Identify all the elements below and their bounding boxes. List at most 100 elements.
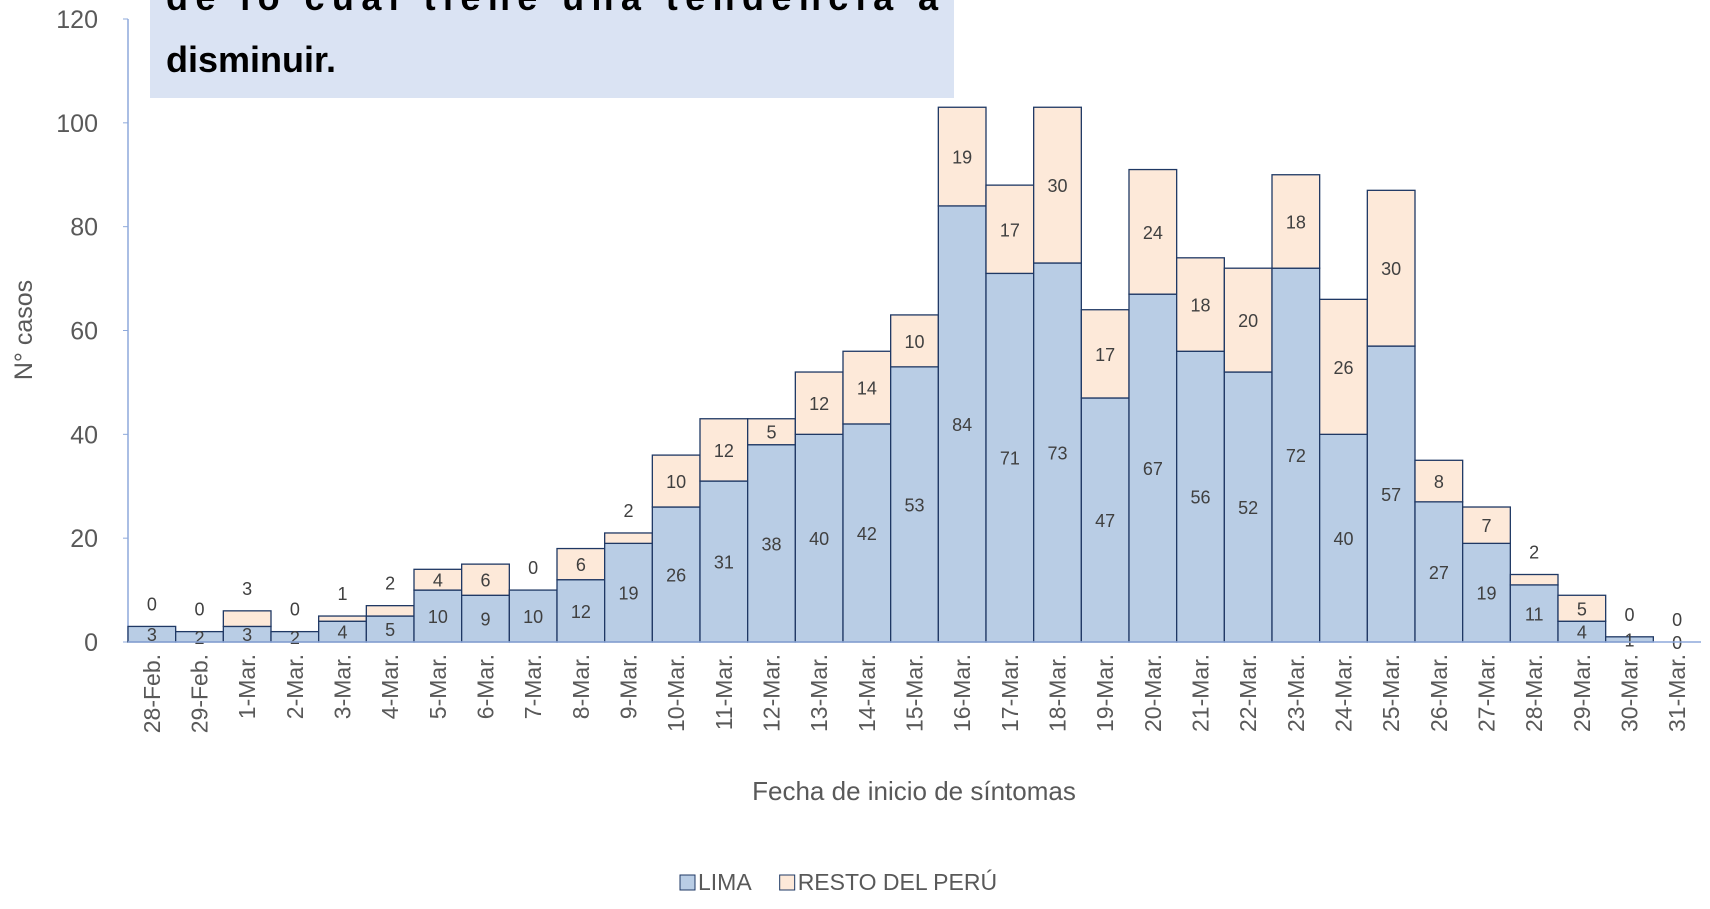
bar-segment: [1033, 106, 1082, 264]
bar-segment: [365, 605, 415, 617]
data-label: 2: [1529, 543, 1539, 563]
bar-segment: [1414, 459, 1464, 503]
x-tick-label: 12-Mar.: [759, 654, 785, 732]
bar-segment: [699, 480, 749, 643]
data-label: 0: [1672, 633, 1682, 653]
data-label: 0: [290, 600, 300, 620]
data-label: 20: [1238, 311, 1258, 331]
bar-segment: [747, 418, 796, 446]
bar-segment: [842, 350, 892, 425]
data-label: 8: [1434, 472, 1444, 492]
x-tick-label: 4-Mar.: [377, 654, 403, 719]
bar-segment: [1080, 309, 1130, 399]
data-label: 12: [571, 602, 591, 622]
data-label: 40: [809, 529, 829, 549]
x-tick-label: 23-Mar.: [1283, 654, 1309, 732]
y-tick-label: 120: [56, 6, 98, 34]
legend-label: RESTO DEL PERÚ: [798, 869, 997, 895]
data-label: 5: [766, 423, 776, 443]
data-label: 1: [337, 584, 347, 604]
y-tick-label: 60: [70, 318, 98, 346]
data-label: 56: [1190, 488, 1210, 508]
bar-segment: [1509, 573, 1559, 586]
data-label: 1: [1624, 630, 1634, 650]
bar-segment: [1271, 174, 1321, 269]
x-tick-label: 16-Mar.: [949, 654, 975, 732]
data-label: 19: [1476, 584, 1496, 604]
x-tick-label: 15-Mar.: [902, 654, 928, 732]
x-tick-label: 17-Mar.: [997, 654, 1023, 732]
data-label: 12: [714, 441, 734, 461]
data-label: 53: [904, 495, 924, 515]
y-tick-label: 20: [70, 525, 98, 553]
data-label: 4: [433, 571, 443, 591]
x-tick-label: 10-Mar.: [663, 654, 689, 732]
y-tick-label: 0: [84, 629, 98, 657]
x-tick-label: 9-Mar.: [616, 654, 642, 719]
bar-segment: [1319, 433, 1368, 643]
x-tick-label: 11-Mar.: [711, 654, 737, 730]
y-tick-label: 80: [70, 214, 98, 242]
x-tick-label: 31-Mar.: [1664, 654, 1690, 732]
x-tick-label: 5-Mar.: [425, 654, 451, 719]
bar-segment: [699, 418, 749, 482]
x-tick-label: 13-Mar.: [806, 654, 832, 732]
x-tick-label: 7-Mar.: [520, 654, 546, 719]
data-label: 0: [528, 558, 538, 578]
bar-segment: [794, 371, 844, 435]
data-label: 47: [1095, 511, 1115, 531]
x-tick-label: 24-Mar.: [1331, 654, 1357, 732]
data-label: 10: [666, 472, 686, 492]
data-label: 19: [618, 584, 638, 604]
data-label: 3: [147, 625, 157, 645]
y-tick-label: 40: [70, 421, 98, 449]
data-label: 27: [1429, 563, 1449, 583]
x-axis-label: Fecha de inicio de síntomas: [752, 776, 1076, 806]
data-label: 71: [1000, 449, 1020, 469]
data-label: 2: [385, 574, 395, 594]
legend-swatch: [779, 874, 796, 891]
data-label: 18: [1190, 296, 1210, 316]
bar-segment: [937, 106, 987, 207]
data-label: 26: [666, 566, 686, 586]
data-label: 14: [857, 379, 877, 399]
x-tick-label: 21-Mar.: [1188, 654, 1214, 732]
bar-segment: [1033, 262, 1082, 643]
data-label: 0: [147, 594, 157, 614]
bar-segment: [651, 506, 701, 643]
data-label: 17: [1095, 345, 1115, 365]
data-label: 10: [904, 332, 924, 352]
x-tick-label: 6-Mar.: [473, 654, 499, 719]
y-tick-label: 100: [56, 110, 98, 138]
data-label: 6: [480, 571, 490, 591]
data-label: 5: [1577, 599, 1587, 619]
data-label: 40: [1333, 529, 1353, 549]
bar-segment: [1128, 293, 1178, 643]
bar-segment: [1366, 189, 1416, 347]
bar-segment: [985, 272, 1035, 643]
data-label: 73: [1047, 444, 1067, 464]
annotation-box: [150, 0, 954, 98]
data-label: 2: [623, 501, 633, 521]
legend-swatch: [679, 874, 696, 891]
data-label: 18: [1286, 212, 1306, 232]
data-label: 12: [809, 394, 829, 414]
bar-segment: [318, 615, 367, 622]
data-label: 57: [1381, 485, 1401, 505]
bar-segment: [890, 314, 939, 368]
annotation-line: disminuir.: [166, 39, 336, 80]
data-label: 0: [1672, 610, 1682, 630]
bar-segment: [556, 579, 606, 643]
bar-segment: [1557, 594, 1607, 622]
bar-segment: [1223, 267, 1273, 373]
data-label: 52: [1238, 498, 1258, 518]
data-label: 5: [385, 620, 395, 640]
bar-segment: [604, 532, 653, 545]
x-tick-label: 26-Mar.: [1426, 654, 1452, 732]
x-tick-label: 29-Mar.: [1569, 654, 1595, 732]
x-tick-label: 28-Mar.: [1521, 654, 1547, 732]
data-label: 2: [194, 628, 204, 648]
bar-segment: [461, 563, 510, 596]
data-label: 2: [290, 628, 300, 648]
